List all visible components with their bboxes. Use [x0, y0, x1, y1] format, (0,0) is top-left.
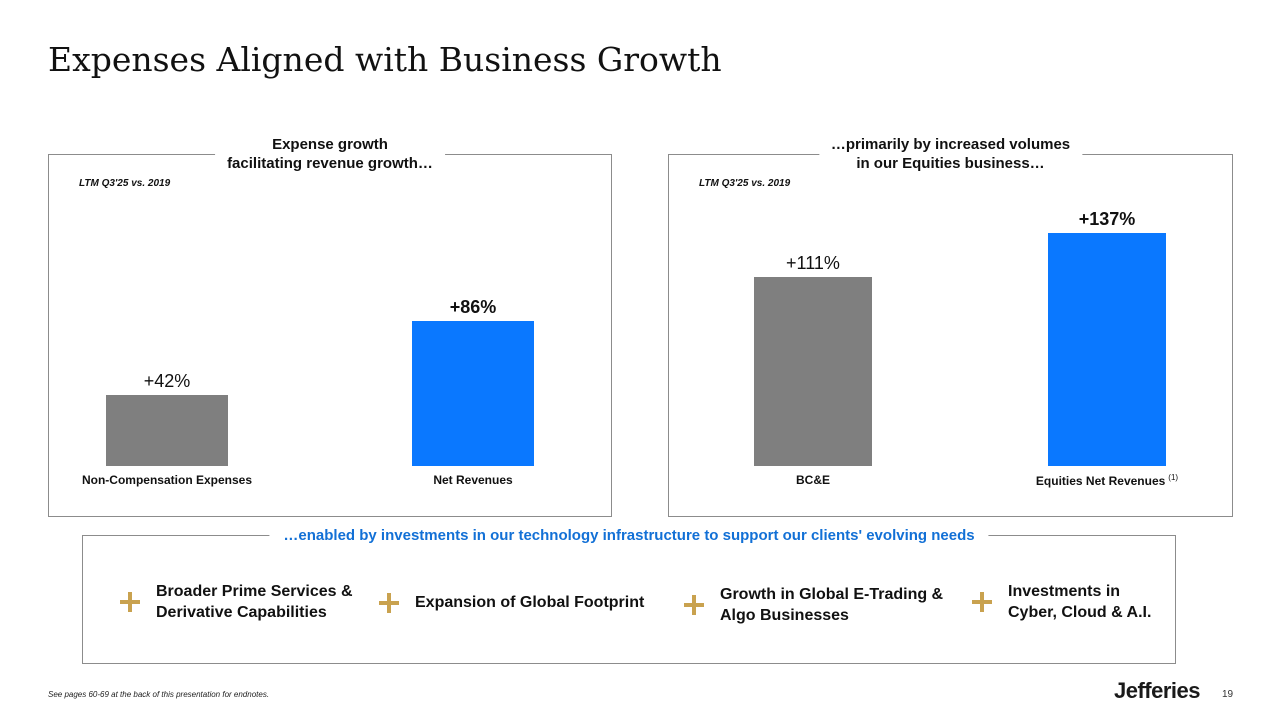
investment-item-e-trading: Growth in Global E-Trading & Algo Busine…	[684, 584, 943, 626]
left-heading-line2: facilitating revenue growth…	[227, 155, 433, 172]
value-label-non-compensation-expenses: +42%	[143, 371, 191, 392]
investment-item-text: Growth in Global E-Trading & Algo Busine…	[720, 584, 943, 626]
plus-icon	[120, 592, 140, 612]
plus-icon	[972, 592, 992, 612]
right-period-label: LTM Q3'25 vs. 2019	[699, 178, 791, 189]
right-chart-panel: …primarily by increased volumes in our E…	[668, 135, 1233, 517]
category-label-bce: BC&E	[795, 473, 830, 487]
investment-item-text: Expansion of Global Footprint	[415, 592, 644, 613]
bar-non-compensation-expenses	[106, 395, 228, 466]
investment-item-global-footprint: Expansion of Global Footprint	[379, 592, 644, 613]
page-title: Expenses Aligned with Business Growth	[48, 40, 722, 79]
investment-item-text: Investments in Cyber, Cloud & A.I.	[1008, 581, 1151, 623]
value-label-equities-net-revenues: +137%	[1078, 209, 1136, 230]
left-period-label: LTM Q3'25 vs. 2019	[79, 178, 171, 189]
investments-panel: …enabled by investments in our technolog…	[82, 526, 1176, 664]
right-panel-heading: …primarily by increased volumes in our E…	[818, 135, 1083, 173]
category-label-net-revenues: Net Revenues	[433, 473, 513, 487]
bar-bce	[754, 277, 872, 466]
category-label-equities-text: Equities Net Revenues	[1035, 474, 1166, 488]
left-chart-panel: Expense growth facilitating revenue grow…	[48, 135, 612, 517]
plus-icon	[684, 595, 704, 615]
investment-item-line1: Expansion of Global Footprint	[415, 594, 645, 611]
investment-item-line2: Derivative Capabilities	[156, 604, 327, 621]
category-label-non-compensation-expenses: Non-Compensation Expenses	[81, 473, 253, 487]
investment-item-line2: Cyber, Cloud & A.I.	[1008, 604, 1152, 621]
page-number: 19	[1222, 689, 1234, 700]
left-panel-heading: Expense growth facilitating revenue grow…	[215, 135, 445, 173]
left-heading-line1: Expense growth	[272, 136, 388, 153]
jefferies-logo: Jefferies	[1114, 678, 1201, 703]
investment-item-prime-services: Broader Prime Services & Derivative Capa…	[120, 581, 353, 623]
investment-item-cyber-cloud-ai: Investments in Cyber, Cloud & A.I.	[972, 581, 1151, 623]
category-label-equities-net-revenues: Equities Net Revenues (1)	[997, 473, 1217, 488]
investment-item-line2: Algo Businesses	[720, 607, 849, 624]
investments-heading: …enabled by investments in our technolog…	[269, 526, 989, 545]
bar-equities-net-revenues	[1048, 233, 1166, 466]
bar-net-revenues	[412, 320, 534, 466]
endnotes-footnote: See pages 60-69 at the back of this pres…	[48, 690, 270, 699]
value-label-bce: +111%	[786, 253, 840, 274]
investment-item-line1: Investments in	[1008, 583, 1121, 600]
value-label-net-revenues: +86%	[449, 296, 497, 317]
plus-icon	[379, 592, 399, 613]
right-heading-line2: in our Equities business…	[856, 155, 1045, 172]
investment-item-text: Broader Prime Services & Derivative Capa…	[156, 581, 353, 623]
investment-item-line1: Broader Prime Services &	[156, 583, 353, 600]
investment-item-line1: Growth in Global E-Trading &	[720, 586, 944, 603]
right-heading-line1: …primarily by increased volumes	[830, 136, 1071, 153]
footnote-marker: (1)	[1168, 473, 1179, 482]
